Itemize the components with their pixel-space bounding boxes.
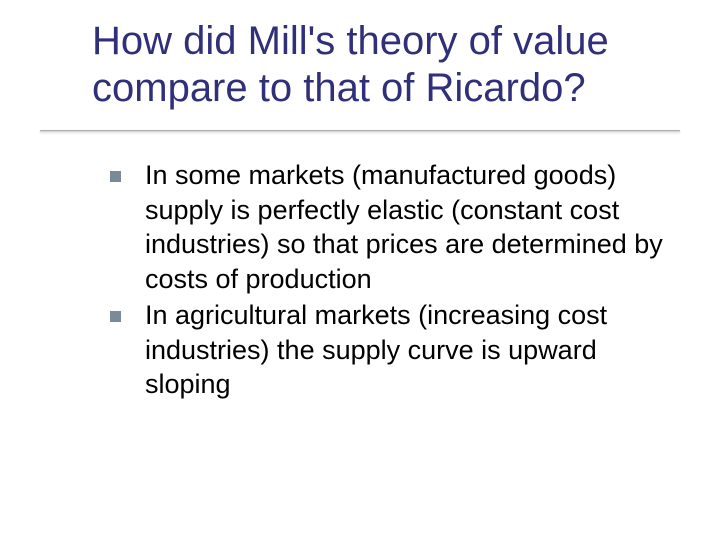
square-bullet-icon xyxy=(110,311,121,322)
square-bullet-icon xyxy=(110,171,121,182)
bullet-text: In agricultural markets (increasing cost… xyxy=(145,298,670,402)
slide-title: How did Mill's theory of value compare t… xyxy=(92,18,682,112)
slide: How did Mill's theory of value compare t… xyxy=(0,0,720,540)
slide-body: In some markets (manufactured goods) sup… xyxy=(110,158,670,404)
title-underline xyxy=(40,130,680,132)
list-item: In some markets (manufactured goods) sup… xyxy=(110,158,670,296)
list-item: In agricultural markets (increasing cost… xyxy=(110,298,670,402)
bullet-text: In some markets (manufactured goods) sup… xyxy=(145,158,670,296)
